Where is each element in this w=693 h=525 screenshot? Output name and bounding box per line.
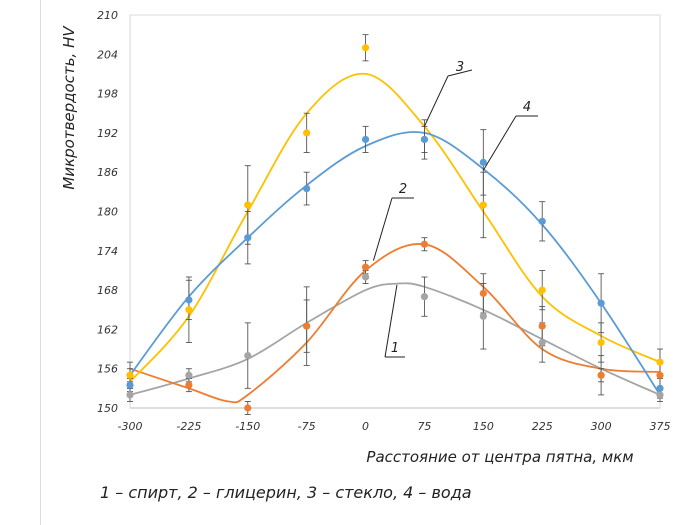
callout-label-3: 3	[456, 60, 464, 75]
data-point-series-4	[126, 381, 134, 389]
data-point-series-4	[420, 135, 429, 144]
data-point-series-4	[597, 299, 605, 307]
x-tick-label: -225	[176, 420, 201, 433]
x-tick-label: -75	[298, 420, 316, 433]
callout-leader-1	[384, 284, 398, 358]
x-tick-label: 0	[362, 420, 369, 433]
y-tick-label: 204	[97, 48, 118, 61]
x-tick-label: 375	[650, 420, 671, 433]
data-point-series-4	[656, 384, 664, 392]
data-point-series-1	[656, 391, 664, 399]
data-point-series-4	[303, 184, 311, 193]
y-axis-title: Микротвердость, HV	[60, 25, 78, 190]
legend-caption: 1 – спирт, 2 – глицерин, 3 – стекло, 4 –…	[100, 483, 472, 502]
y-tick-label: 162	[97, 323, 118, 336]
data-point-series-4	[361, 135, 370, 144]
data-point-series-1	[420, 293, 429, 301]
callout-leader-4	[482, 115, 517, 171]
x-tick-label: -300	[118, 420, 143, 433]
data-point-series-3	[656, 358, 664, 366]
data-point-series-2	[303, 322, 311, 330]
series-callouts: 3 4 2 1	[372, 60, 538, 358]
page-edge-line	[40, 0, 41, 525]
y-tick-label: 192	[97, 127, 118, 140]
y-tick-label: 150	[97, 402, 118, 415]
callout-underline-3	[447, 69, 473, 77]
callout-leader-2	[372, 197, 393, 261]
data-point-series-2	[420, 240, 429, 248]
data-point-series-2	[656, 371, 664, 379]
x-axis-title: Расстояние от центра пятна, мкм	[366, 448, 633, 466]
data-point-series-3	[597, 338, 605, 347]
data-point-series-2	[244, 404, 252, 412]
data-point-series-3	[303, 129, 311, 137]
data-point-series-1	[244, 352, 252, 360]
data-point-series-1	[185, 371, 193, 379]
x-tick-label: 150	[473, 420, 494, 433]
data-points	[126, 44, 664, 412]
data-point-series-3	[538, 286, 546, 294]
callout-leader-3	[423, 75, 449, 127]
data-point-series-4	[479, 158, 487, 166]
x-tick-label: 225	[532, 420, 553, 433]
data-point-series-3	[244, 201, 252, 209]
x-tick-label: 75	[417, 420, 431, 433]
data-point-series-2	[597, 371, 605, 379]
data-point-series-2	[538, 322, 546, 330]
data-point-series-2	[479, 289, 487, 297]
data-point-series-4	[185, 296, 193, 304]
data-point-series-2	[361, 263, 370, 271]
y-tick-label: 210	[97, 9, 118, 22]
data-point-series-1	[538, 338, 546, 347]
y-tick-label: 198	[97, 88, 118, 101]
data-point-series-1	[361, 273, 370, 281]
y-tick-label: 180	[97, 206, 118, 219]
y-tick-label: 174	[97, 245, 118, 258]
callout-label-4: 4	[523, 100, 531, 115]
data-point-series-3	[126, 371, 134, 379]
callout-label-1: 1	[391, 341, 399, 356]
y-tick-label: 156	[97, 363, 118, 376]
data-point-series-3	[361, 44, 370, 52]
data-point-series-4	[538, 217, 546, 225]
data-point-series-3	[185, 306, 193, 314]
y-tick-label: 186	[97, 166, 118, 179]
x-axis-ticks: -300 -225 -150 -75 0 75 150 225 300 375	[118, 420, 671, 433]
trend-line-series-2	[129, 243, 661, 404]
x-tick-label: -150	[235, 420, 260, 433]
data-point-series-1	[479, 312, 487, 320]
plot-frame	[129, 14, 661, 409]
trend-line-series-3	[129, 72, 661, 383]
data-point-series-4	[244, 234, 252, 242]
data-point-series-1	[126, 391, 134, 399]
callout-label-2: 2	[399, 182, 407, 197]
data-point-series-3	[479, 201, 487, 209]
y-tick-label: 168	[97, 284, 118, 297]
y-axis-ticks: 150 156 162 168 174 180 186 192 198 204 210	[97, 9, 118, 415]
x-tick-label: 300	[591, 420, 612, 433]
trend-line-series-4	[129, 131, 661, 396]
data-point-series-2	[185, 381, 193, 389]
trend-line-series-1	[129, 282, 661, 396]
